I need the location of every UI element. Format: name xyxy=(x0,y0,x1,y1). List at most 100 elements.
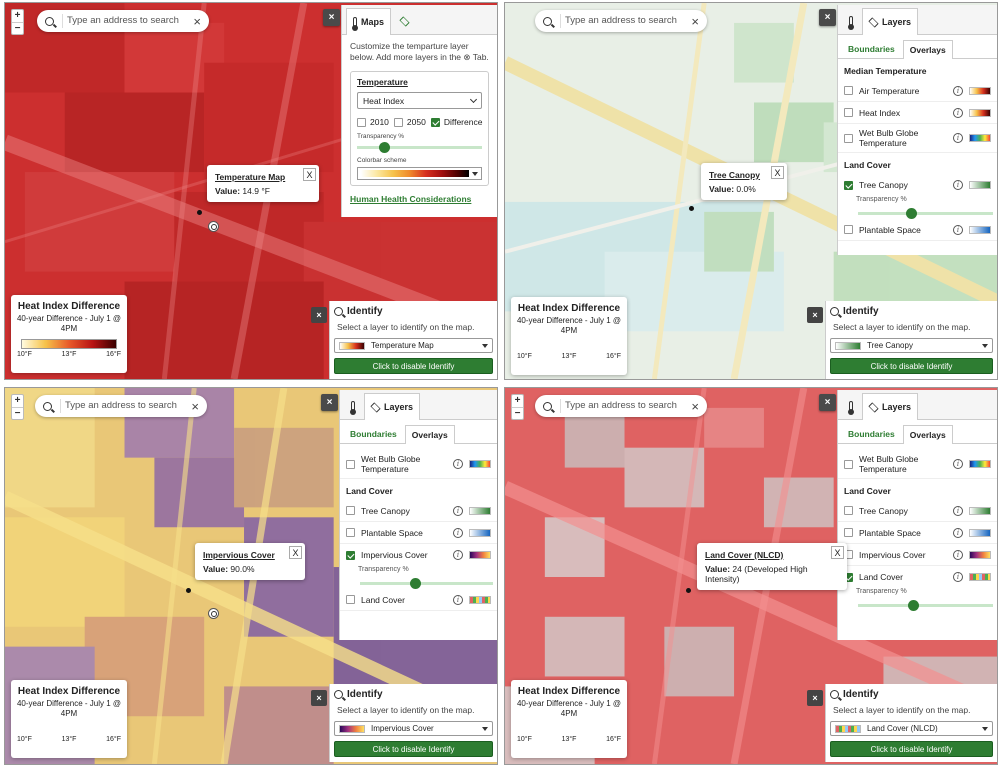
layer-plantable-space[interactable]: Plantable Space i xyxy=(838,522,997,544)
popup-close-button[interactable]: X xyxy=(303,168,316,181)
popup-close-button[interactable]: X xyxy=(771,166,784,179)
close-identify-button[interactable]: × xyxy=(311,690,327,706)
collapse-panel-button[interactable]: × xyxy=(819,9,836,26)
tab-layers[interactable]: Layers xyxy=(862,393,919,420)
disable-identify-button[interactable]: Click to disable Identify xyxy=(830,358,993,374)
identify-layer-select[interactable]: Impervious Cover xyxy=(334,721,493,736)
layer-wbgt[interactable]: Wet Bulb Globe Temperature i xyxy=(838,124,997,153)
tab-maps[interactable]: Maps xyxy=(346,8,392,35)
layer-plantable-space[interactable]: Plantable Space i xyxy=(838,219,997,241)
year-2050-option[interactable]: 2050 xyxy=(393,117,426,127)
subtab-overlays[interactable]: Overlays xyxy=(902,40,953,59)
layers-icon xyxy=(399,16,410,27)
info-icon[interactable]: i xyxy=(453,527,463,538)
popup-close-button[interactable]: X xyxy=(831,546,844,559)
search-input[interactable]: Type an address to search xyxy=(560,14,683,28)
subtab-boundaries[interactable]: Boundaries xyxy=(350,429,397,439)
close-identify-button[interactable]: × xyxy=(807,690,823,706)
layer-impervious-cover[interactable]: Impervious Cover i xyxy=(838,544,997,566)
subtab-boundaries[interactable]: Boundaries xyxy=(848,44,895,54)
info-icon[interactable]: i xyxy=(953,85,963,96)
collapse-panel-button[interactable]: × xyxy=(321,394,338,411)
close-identify-button[interactable]: × xyxy=(807,307,823,323)
zoom-out-button[interactable]: − xyxy=(12,407,23,419)
info-icon[interactable]: i xyxy=(453,594,463,605)
disable-identify-button[interactable]: Click to disable Identify xyxy=(334,358,493,374)
layer-impervious-cover[interactable]: Impervious Cover i xyxy=(340,544,497,566)
zoom-control: + − xyxy=(511,394,524,420)
subtab-overlays[interactable]: Overlays xyxy=(902,425,953,444)
clear-search-icon[interactable]: × xyxy=(691,398,699,414)
info-icon[interactable]: i xyxy=(953,549,963,560)
transparency-slider[interactable] xyxy=(360,578,493,589)
info-icon[interactable]: i xyxy=(953,224,963,235)
disable-identify-button[interactable]: Click to disable Identify xyxy=(830,741,993,757)
zoom-in-button[interactable]: + xyxy=(14,10,21,21)
difference-option[interactable]: Difference xyxy=(430,117,482,127)
layer-wbgt[interactable]: Wet Bulb Globe Temperature i xyxy=(838,450,997,479)
zoom-out-button[interactable]: − xyxy=(512,407,523,419)
colorbar-scheme-select[interactable] xyxy=(357,167,482,180)
collapse-panel-button[interactable]: × xyxy=(819,394,836,411)
identify-layer-select[interactable]: Tree Canopy xyxy=(830,338,993,353)
search-icon xyxy=(543,16,552,26)
clear-search-icon[interactable]: × xyxy=(691,13,699,29)
identify-layer-select[interactable]: Temperature Map xyxy=(334,338,493,353)
info-icon[interactable]: i xyxy=(953,133,963,143)
layer-tree-canopy[interactable]: Tree Canopy i xyxy=(838,500,997,522)
heat-index-legend: Heat Index Difference 40-year Difference… xyxy=(511,680,627,758)
collapse-panel-button[interactable]: × xyxy=(323,9,340,26)
search-input[interactable]: Type an address to search xyxy=(62,14,185,28)
layer-air-temperature[interactable]: Air Temperature i xyxy=(838,80,997,102)
location-marker xyxy=(689,206,694,211)
info-icon[interactable]: i xyxy=(953,527,963,538)
address-search[interactable]: Type an address to search × xyxy=(35,395,207,417)
identify-panel: Identify Select a layer to identify on t… xyxy=(329,301,497,379)
clear-search-icon[interactable]: × xyxy=(191,398,199,414)
temperature-dropdown[interactable]: Heat Index xyxy=(357,92,482,109)
search-input[interactable]: Type an address to search xyxy=(60,399,183,413)
layer-plantable-space[interactable]: Plantable Space i xyxy=(340,522,497,544)
human-health-link[interactable]: Human Health Considerations xyxy=(350,194,472,204)
popup-close-button[interactable]: X xyxy=(289,546,302,559)
address-search[interactable]: Type an address to search × xyxy=(535,10,707,32)
identify-layer-select[interactable]: Land Cover (NLCD) xyxy=(830,721,993,736)
tab-layers[interactable]: Layers xyxy=(862,8,919,35)
zoom-out-button[interactable]: − xyxy=(12,22,23,34)
layer-heat-index[interactable]: Heat Index i xyxy=(838,102,997,124)
disable-identify-button[interactable]: Click to disable Identify xyxy=(334,741,493,757)
subtab-boundaries[interactable]: Boundaries xyxy=(848,429,895,439)
tab-maps[interactable] xyxy=(842,8,860,34)
tab-maps[interactable] xyxy=(842,393,860,419)
transparency-slider[interactable] xyxy=(357,142,482,153)
layer-tree-canopy[interactable]: Tree Canopy i xyxy=(838,174,997,196)
search-input[interactable]: Type an address to search xyxy=(560,399,683,413)
info-icon[interactable]: i xyxy=(453,459,463,469)
close-identify-button[interactable]: × xyxy=(311,307,327,323)
address-search[interactable]: Type an address to search × xyxy=(37,10,209,32)
layer-land-cover[interactable]: Land Cover i xyxy=(838,566,997,588)
location-marker xyxy=(197,210,202,215)
info-icon[interactable]: i xyxy=(953,180,963,190)
transparency-slider[interactable] xyxy=(858,208,993,219)
info-icon[interactable]: i xyxy=(453,505,463,516)
info-icon[interactable]: i xyxy=(953,505,963,516)
tab-maps[interactable] xyxy=(344,393,362,419)
address-search[interactable]: Type an address to search × xyxy=(535,395,707,417)
layer-wbgt[interactable]: Wet Bulb Globe Temperature i xyxy=(340,450,497,479)
transparency-slider[interactable] xyxy=(858,600,993,611)
tab-layers[interactable]: Layers xyxy=(364,393,421,420)
info-icon[interactable]: i xyxy=(453,550,463,560)
info-icon[interactable]: i xyxy=(953,459,963,469)
year-2010-option[interactable]: 2010 xyxy=(357,117,389,127)
clear-search-icon[interactable]: × xyxy=(193,13,201,29)
subtab-overlays[interactable]: Overlays xyxy=(404,425,455,444)
info-icon[interactable]: i xyxy=(953,107,963,118)
zoom-in-button[interactable]: + xyxy=(14,395,21,406)
zoom-in-button[interactable]: + xyxy=(514,395,521,406)
layer-land-cover[interactable]: Land Cover i xyxy=(340,589,497,611)
info-icon[interactable]: i xyxy=(953,572,963,582)
layer-tree-canopy[interactable]: Tree Canopy i xyxy=(340,500,497,522)
legend-colorbar xyxy=(21,724,117,734)
tab-layers[interactable] xyxy=(393,8,416,34)
